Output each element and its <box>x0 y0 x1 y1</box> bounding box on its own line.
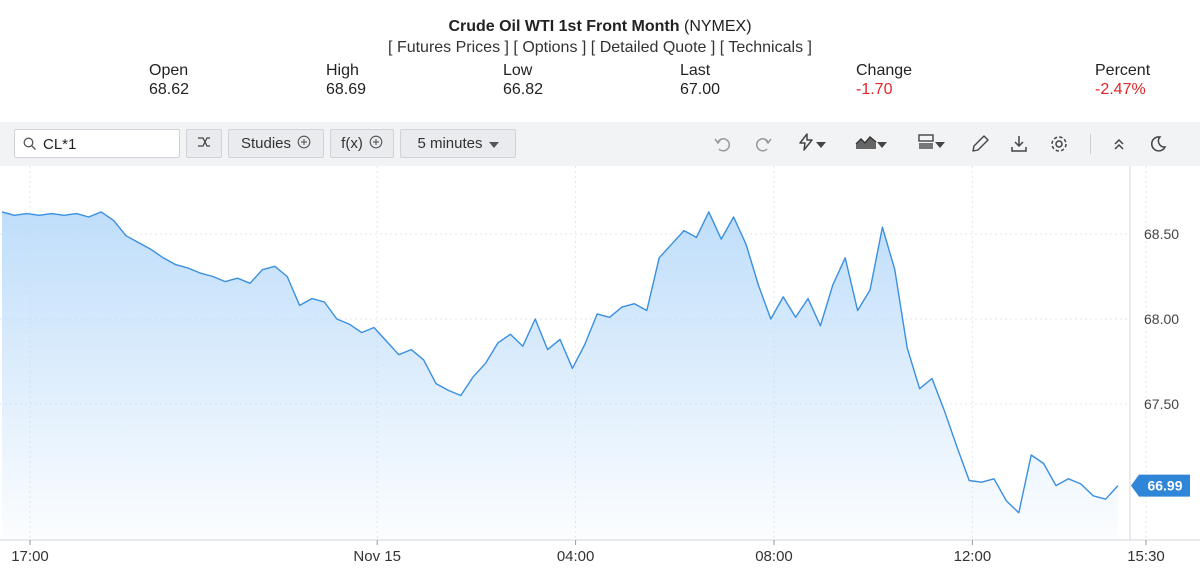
stat-low: Low 66.82 <box>503 61 543 99</box>
pencil-icon[interactable] <box>969 133 991 155</box>
compare-button[interactable] <box>186 129 222 158</box>
lightning-icon <box>796 132 816 157</box>
compare-icon <box>196 134 212 154</box>
price-area <box>2 211 1118 540</box>
x-axis: 17:00 Nov 15 04:00 08:00 12:00 15:30 <box>11 540 1165 565</box>
undo-icon[interactable] <box>712 133 734 155</box>
instrument-title: Crude Oil WTI 1st Front Month (NYMEX) <box>0 18 1200 36</box>
stat-last-label: Last <box>680 62 711 79</box>
collapse-icon[interactable] <box>1108 133 1130 155</box>
layout-menu[interactable] <box>912 133 950 155</box>
stat-high: High 68.69 <box>326 61 366 99</box>
x-tick-label: 17:00 <box>11 548 49 565</box>
lightning-menu[interactable] <box>792 132 830 157</box>
last-price-marker: 66.99 <box>1131 474 1190 497</box>
stat-low-value: 66.82 <box>503 81 544 98</box>
toolbar-divider <box>1090 134 1091 154</box>
stat-last-value: 67.00 <box>680 81 721 98</box>
stat-high-value: 68.69 <box>326 81 367 98</box>
chevron-down-icon <box>488 135 499 152</box>
stat-open-label: Open <box>149 62 189 79</box>
last-price-tag <box>1131 474 1190 497</box>
x-tick-label: 08:00 <box>755 548 793 565</box>
search-icon <box>23 137 37 156</box>
price-line <box>1 211 1119 514</box>
y-tick-label: 68.00 <box>1144 311 1179 327</box>
last-price-label: 66.99 <box>1147 478 1182 494</box>
stat-change-label: Change <box>856 62 913 79</box>
exchange-name: (NYMEX) <box>683 18 752 35</box>
stat-open: Open 68.62 <box>149 61 189 99</box>
redo-icon[interactable] <box>752 133 774 155</box>
gear-icon[interactable] <box>1048 133 1070 155</box>
studies-label: Studies <box>240 135 292 152</box>
price-chart[interactable]: 67.50 68.00 68.50 17:00 Nov 15 04:00 08:00 12:… <box>0 166 1200 569</box>
link-options[interactable]: Options <box>522 39 578 56</box>
x-tick-label: Nov 15 <box>353 548 401 565</box>
stat-change-value: -1.70 <box>856 81 893 98</box>
chart-type-menu[interactable] <box>851 133 891 155</box>
stat-percent-label: Percent <box>1095 62 1151 79</box>
stat-high-label: High <box>326 62 359 79</box>
link-detailed-quote[interactable]: Detailed Quote <box>599 39 707 56</box>
function-button[interactable]: f(x) <box>330 129 394 158</box>
moon-icon[interactable] <box>1147 133 1169 155</box>
studies-button[interactable]: Studies <box>228 129 324 158</box>
interval-select[interactable]: 5 minutes <box>400 129 516 158</box>
chevron-down-icon <box>816 135 826 153</box>
stat-last: Last 67.00 <box>680 61 720 99</box>
chevron-down-icon <box>935 135 945 153</box>
plus-circle-icon <box>297 135 311 153</box>
plus-circle-icon <box>369 135 383 153</box>
stat-percent-value: -2.47% <box>1095 81 1146 98</box>
stat-open-value: 68.62 <box>149 81 190 98</box>
y-tick-label: 67.50 <box>1144 396 1179 412</box>
download-icon[interactable] <box>1008 133 1030 155</box>
chevron-down-icon <box>877 135 887 153</box>
link-futures-prices[interactable]: Futures Prices <box>396 39 501 56</box>
instrument-name: Crude Oil WTI 1st Front Month <box>448 18 680 35</box>
area-chart-icon <box>855 133 877 156</box>
link-technicals[interactable]: Technicals <box>728 39 804 56</box>
symbol-search[interactable] <box>14 129 180 158</box>
interval-label: 5 minutes <box>417 135 483 152</box>
x-tick-label: 12:00 <box>954 548 992 565</box>
stat-percent: Percent -2.47% <box>1095 61 1150 99</box>
x-tick-label: 04:00 <box>557 548 595 565</box>
chart-toolbar: Studies f(x) 5 minutes <box>0 122 1200 166</box>
symbol-input[interactable] <box>43 133 173 155</box>
layout-icon <box>917 133 935 156</box>
y-axis: 67.50 68.00 68.50 <box>1144 226 1179 412</box>
function-label: f(x) <box>341 135 363 152</box>
quote-links: [ Futures Prices ] [ Options ] [ Detaile… <box>388 39 812 56</box>
x-tick-label: 15:30 <box>1127 548 1165 565</box>
y-tick-label: 68.50 <box>1144 226 1179 242</box>
stat-change: Change -1.70 <box>856 61 912 99</box>
stat-low-label: Low <box>503 62 533 79</box>
